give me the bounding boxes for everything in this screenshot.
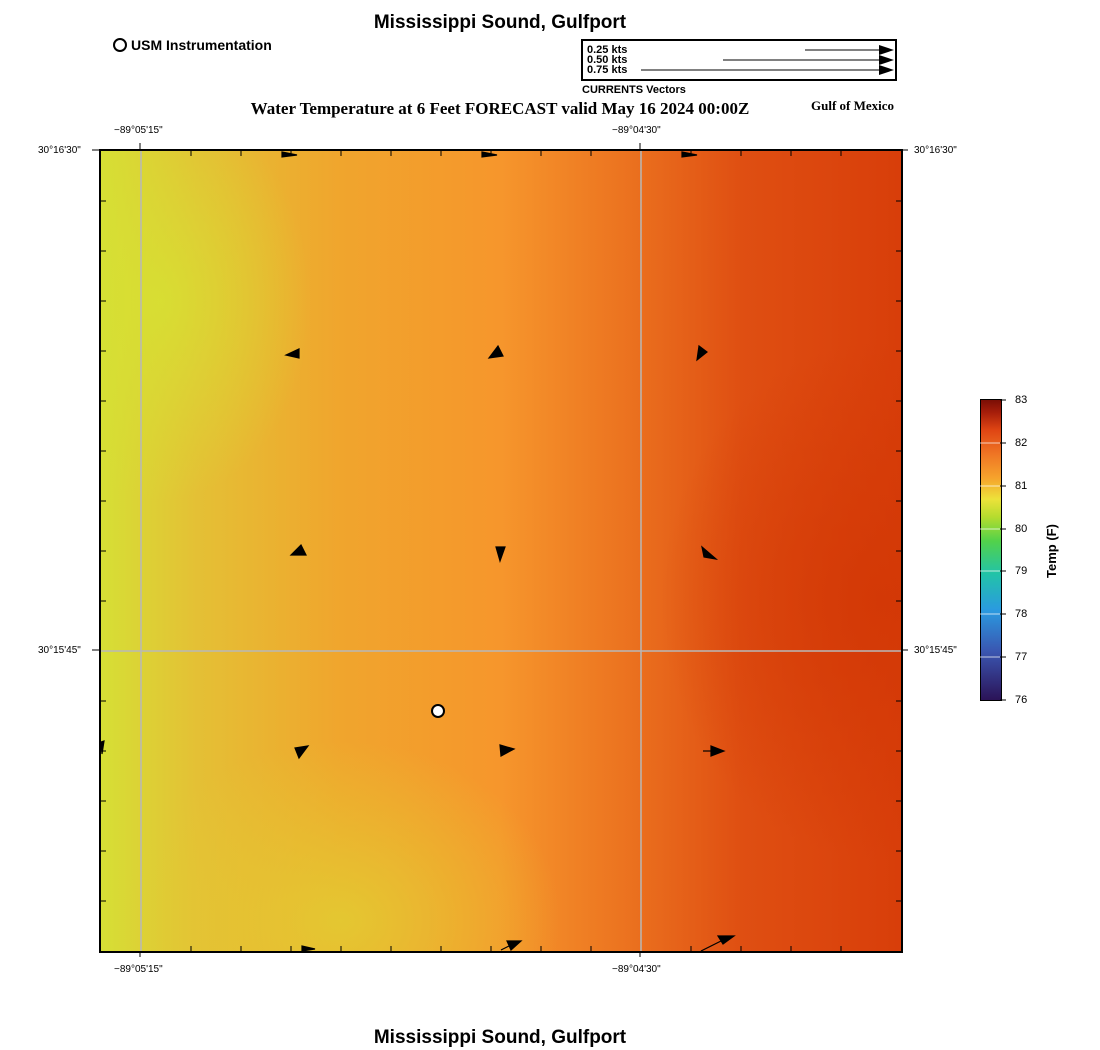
lat-tick-label: 30°15'45" [914,645,957,656]
station-marker-icon [113,38,127,52]
current-vector-icon [284,348,300,359]
legend-arrow-head-icon [879,45,894,55]
current-vector-icon [294,745,310,760]
current-vector-icon [696,344,708,362]
vector-legend-row: 0.25 kts [587,44,628,56]
current-vector-icon [701,545,719,560]
lon-tick-label: −89°04'30" [612,964,661,975]
current-vector-icon [281,151,298,158]
map-title: Water Temperature at 6 Feet FORECAST val… [250,99,750,118]
footer-title: Mississippi Sound, Gulfport [373,1027,627,1048]
colorbar-tick-label: 78 [1015,608,1028,620]
colorbar-title: Temp (F) [1044,524,1059,578]
temperature-colorbar [980,399,1002,701]
current-vector-icon [495,546,506,563]
vector-legend-caption: CURRENTS Vectors [582,84,686,96]
page-title: Mississippi Sound, Gulfport [373,12,627,33]
lat-tick-label: 30°16'30" [914,145,957,156]
current-vector-icon [487,344,504,359]
current-vector-icon [481,151,498,158]
colorbar-tick-label: 77 [1015,651,1028,663]
current-vector-icon [681,151,698,158]
legend-arrow-head-icon [879,55,894,65]
current-vector-icon [506,940,523,951]
vector-legend: 0.25 kts 0.50 kts 0.75 kts [581,39,897,81]
vector-legend-row: 0.75 kts [587,64,628,76]
current-vector-icon [289,543,307,556]
lon-tick-label: −89°05'15" [114,125,163,136]
colorbar-ticks [980,399,1006,701]
colorbar-tick-label: 76 [1015,694,1028,706]
colorbar-tick-label: 79 [1015,565,1028,577]
vector-legend-row: 0.50 kts [587,54,628,66]
lat-tick-label: 30°16'30" [38,145,81,156]
lat-tick-label: 30°15'45" [38,645,81,656]
usm-station-marker[interactable] [431,704,445,718]
current-vector-icon [716,935,736,945]
colorbar-tick-label: 81 [1015,480,1028,492]
station-legend: USM Instrumentation [113,37,272,53]
temperature-map[interactable] [99,149,903,953]
current-vector-icon [499,744,516,757]
colorbar-tick-label: 83 [1015,394,1028,406]
current-vector-icon [101,740,105,755]
colorbar-tick-label: 80 [1015,523,1028,535]
station-legend-label: USM Instrumentation [131,37,272,53]
current-vector-icon [301,945,316,951]
current-vector-icon [710,745,726,757]
lon-tick-label: −89°04'30" [612,125,661,136]
map-overlay [101,151,901,951]
lon-tick-label: −89°05'15" [114,964,163,975]
colorbar-tick-label: 82 [1015,437,1028,449]
region-label: Gulf of Mexico [811,98,895,113]
legend-arrow-head-icon [879,65,894,75]
vector-legend-arrows [641,45,894,75]
